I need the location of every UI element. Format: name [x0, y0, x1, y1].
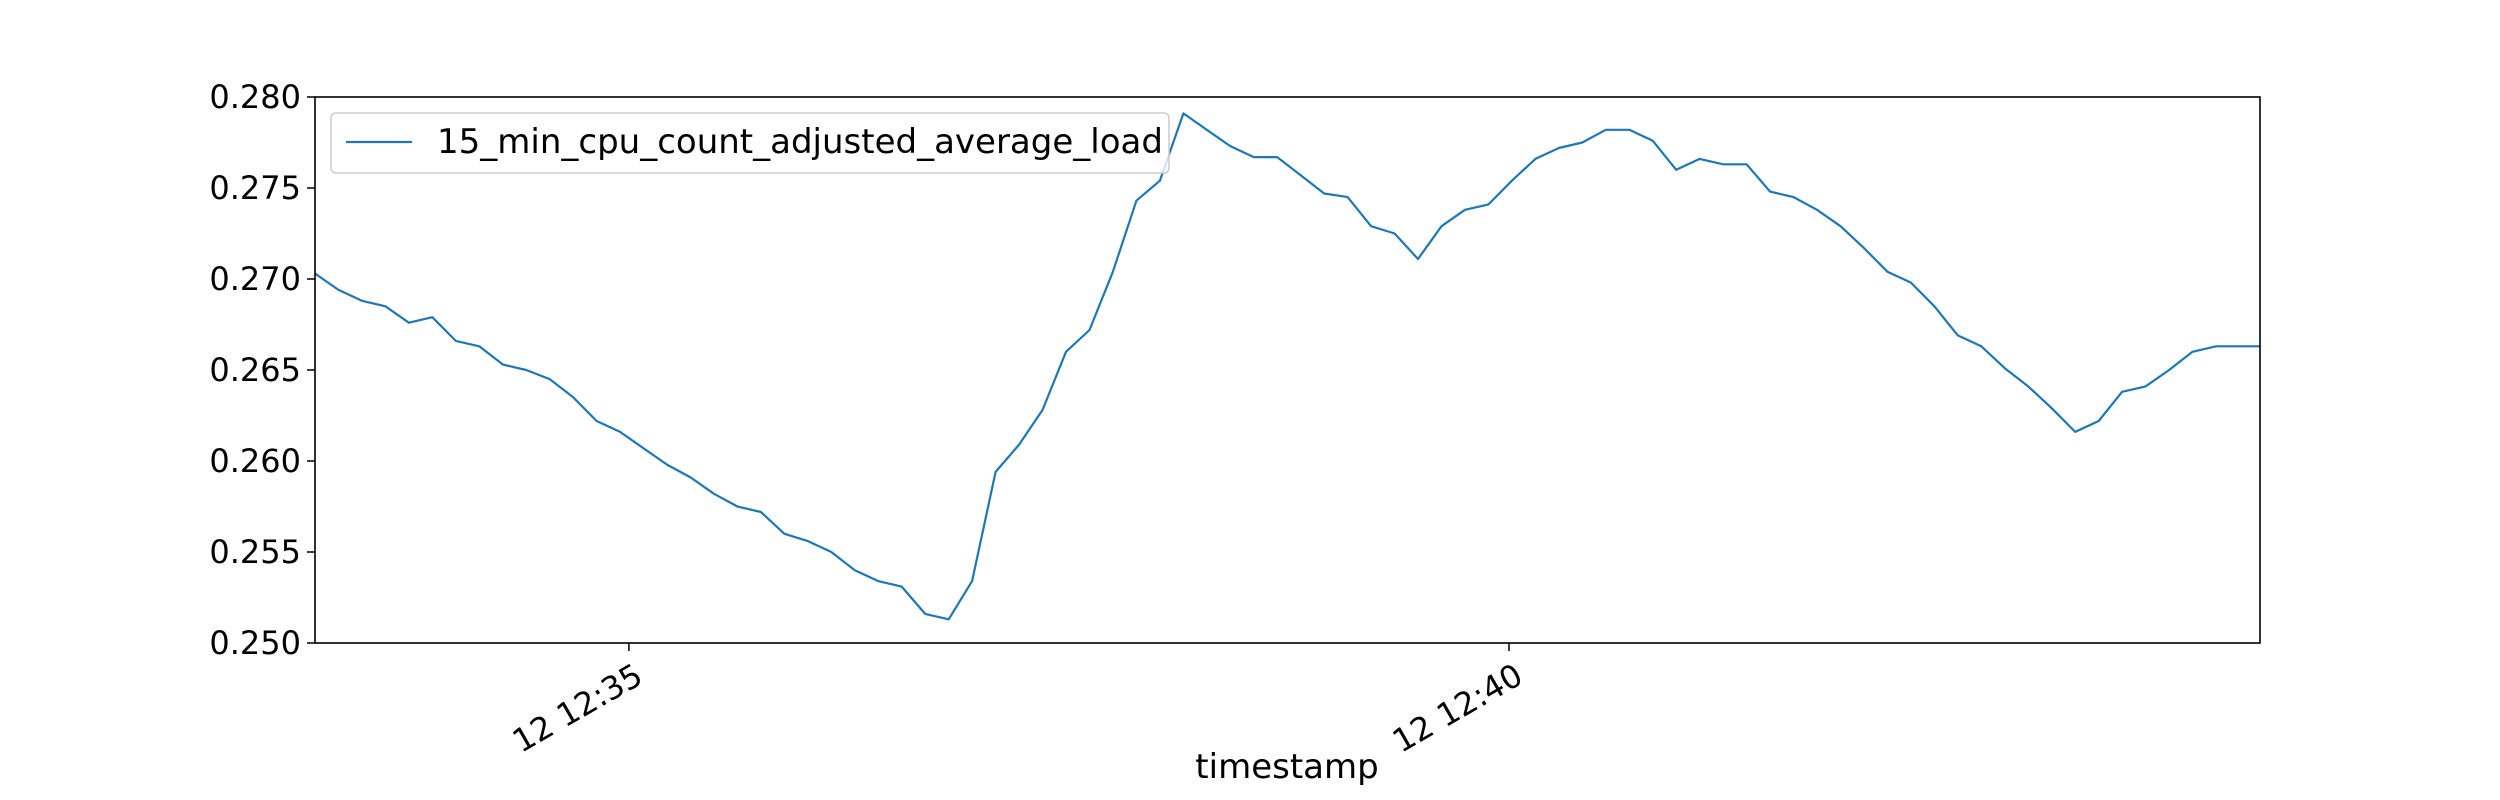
y-tick-label: 0.280 — [209, 78, 301, 116]
x-axis-title: timestamp — [1195, 747, 1378, 787]
legend-label: 15_min_cpu_count_adjusted_average_load — [437, 122, 1163, 162]
y-tick-label: 0.250 — [209, 624, 301, 662]
y-tick-label: 0.265 — [209, 351, 301, 389]
x-tick-label: 12 12:35 — [506, 656, 649, 760]
x-axis: 12 12:35 12 12:40 — [506, 643, 1529, 760]
legend: 15_min_cpu_count_adjusted_average_load — [330, 112, 1170, 174]
y-tick-label: 0.260 — [209, 442, 301, 480]
series-layer — [314, 112, 2260, 621]
y-tick-label: 0.255 — [209, 533, 301, 571]
series-line — [314, 112, 2260, 621]
y-axis: 0.250 0.255 0.260 0.265 0.270 0.275 0.280 — [209, 78, 315, 662]
x-tick-label: 12 12:40 — [1386, 656, 1529, 760]
legend-box — [330, 112, 1170, 174]
plot-frame — [314, 96, 2261, 644]
plot-area — [315, 97, 2260, 643]
y-tick-label: 0.275 — [209, 169, 301, 207]
y-tick-label: 0.270 — [209, 260, 301, 298]
